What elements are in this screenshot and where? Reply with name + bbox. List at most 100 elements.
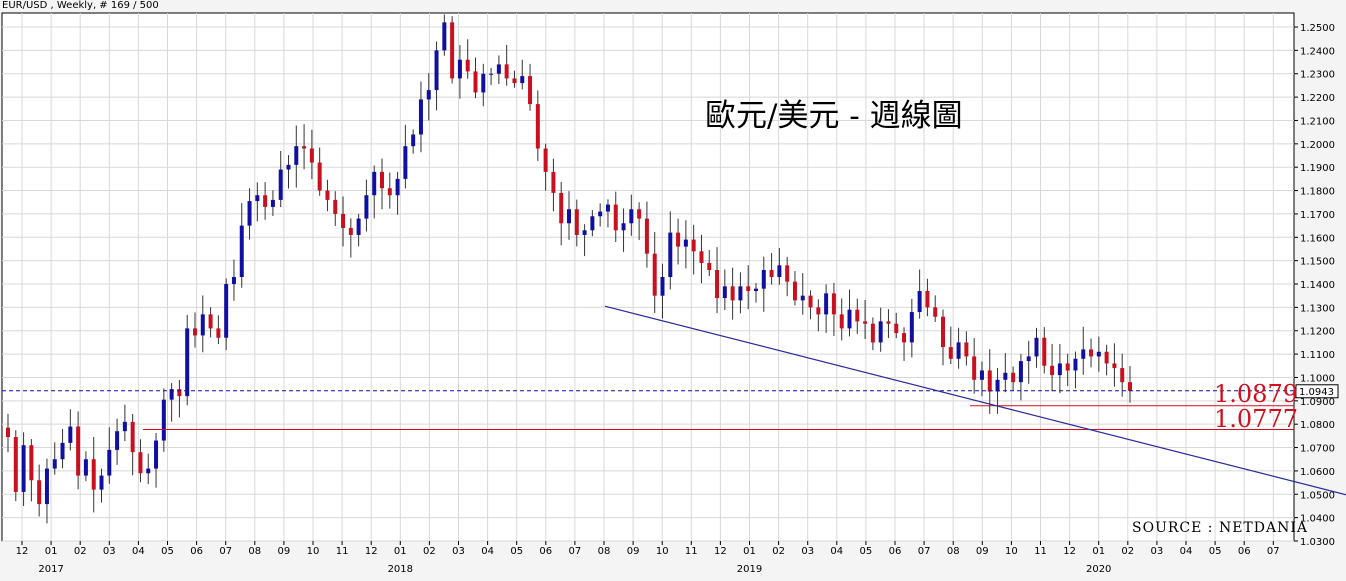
candle-body — [411, 134, 416, 147]
candle-body — [6, 427, 10, 438]
candle-body — [629, 209, 634, 224]
candle-body — [567, 209, 571, 224]
x-tick-label: 01 — [45, 546, 58, 557]
candle-body — [574, 209, 579, 235]
plot-area — [1, 12, 1295, 542]
candle-body — [341, 213, 346, 228]
y-tick-label: 1.2400 — [1300, 46, 1335, 57]
candle-body — [878, 321, 883, 343]
candle-body — [652, 253, 657, 296]
y-tick-label: 1.1800 — [1300, 187, 1335, 198]
candle-body — [902, 333, 907, 343]
x-tick-label: 02 — [74, 546, 87, 557]
candle-body — [161, 399, 166, 441]
y-tick-label: 1.1600 — [1300, 233, 1335, 244]
candle-body — [309, 148, 314, 163]
x-tick-label: 01 — [394, 546, 407, 557]
y-tick-label: 1.1700 — [1300, 210, 1335, 221]
candle-body — [707, 262, 712, 270]
candle-body — [839, 314, 844, 329]
x-tick-label: 12 — [714, 546, 727, 557]
candle-body — [76, 426, 81, 476]
x-tick-label: 08 — [248, 546, 261, 557]
candle-body — [1089, 349, 1094, 357]
x-tick-label: 04 — [1180, 546, 1193, 557]
candle-body — [824, 293, 829, 315]
candle-body — [1057, 363, 1062, 376]
candle-body — [442, 22, 447, 51]
candle-body — [286, 164, 291, 170]
candle-body — [83, 459, 88, 476]
candle-body — [473, 71, 478, 93]
candle-body — [465, 59, 470, 72]
x-tick-label: 11 — [336, 546, 349, 557]
x-tick-label: 06 — [1238, 546, 1251, 557]
y-tick-label: 1.1900 — [1300, 163, 1335, 174]
candle-body — [146, 468, 151, 474]
x-tick-label: 02 — [1121, 546, 1134, 557]
candle-body — [808, 295, 813, 308]
candle-body — [777, 265, 782, 277]
level-label-2: 1.0777 — [1214, 405, 1298, 433]
candle-body — [792, 281, 797, 301]
x-year-label: 2020 — [1086, 564, 1111, 575]
candle-body — [559, 192, 564, 224]
x-tick-label: 03 — [103, 546, 116, 557]
candle-body — [200, 314, 205, 336]
level-label-1: 1.0879 — [1214, 380, 1298, 408]
candle-body — [863, 321, 868, 324]
candle-body — [255, 195, 260, 202]
candle-body — [761, 269, 766, 289]
candle-body — [605, 204, 610, 212]
candle-body — [99, 475, 104, 490]
candle-body — [1081, 349, 1086, 359]
candle-body — [1003, 372, 1008, 380]
candle-body — [450, 22, 455, 79]
candle-body — [356, 218, 361, 235]
candle-body — [691, 239, 696, 252]
chart-title: 歐元/美元 - 週線圖 — [705, 98, 963, 134]
candle-body — [964, 342, 969, 357]
chart-header: EUR/USD , Weekly, # 169 / 500 — [2, 0, 159, 11]
candle-body — [987, 370, 992, 392]
candle-body — [722, 286, 727, 299]
candle-body — [489, 73, 494, 75]
y-tick-label: 1.1400 — [1300, 280, 1335, 291]
candle-body — [21, 445, 26, 492]
candle-body — [52, 459, 57, 469]
x-tick-label: 07 — [918, 546, 931, 557]
candle-body — [364, 195, 369, 219]
candle-body — [1104, 351, 1109, 364]
candle-body — [621, 223, 626, 231]
candle-body — [909, 312, 914, 343]
candle-body — [224, 284, 229, 338]
candle-body — [193, 328, 197, 336]
candle-body — [91, 459, 96, 490]
candle-body — [894, 323, 899, 334]
candle-body — [582, 230, 587, 235]
candle-body — [37, 480, 42, 505]
candle-body — [972, 356, 977, 380]
y-tick-label: 1.1000 — [1300, 373, 1335, 384]
x-year-label: 2019 — [737, 564, 762, 575]
candle-body — [1128, 382, 1132, 391]
x-tick-label: 03 — [801, 546, 814, 557]
candle-body — [1026, 356, 1031, 362]
x-year-label: 2018 — [388, 564, 413, 575]
current-price-box — [1295, 384, 1339, 399]
candle-body — [590, 216, 595, 231]
candle-body — [948, 347, 953, 359]
candle-body — [746, 286, 751, 292]
candle-body — [434, 50, 439, 91]
y-tick-label: 1.2200 — [1300, 93, 1335, 104]
candle-body — [831, 293, 836, 315]
candle-body — [715, 269, 720, 299]
candle-body — [933, 307, 938, 317]
x-tick-label: 01 — [743, 546, 756, 557]
candle-body — [44, 468, 49, 505]
candle-body — [247, 201, 252, 226]
y-tick-label: 1.0700 — [1300, 444, 1335, 455]
candle-body — [551, 171, 556, 193]
candle-body — [683, 239, 688, 247]
